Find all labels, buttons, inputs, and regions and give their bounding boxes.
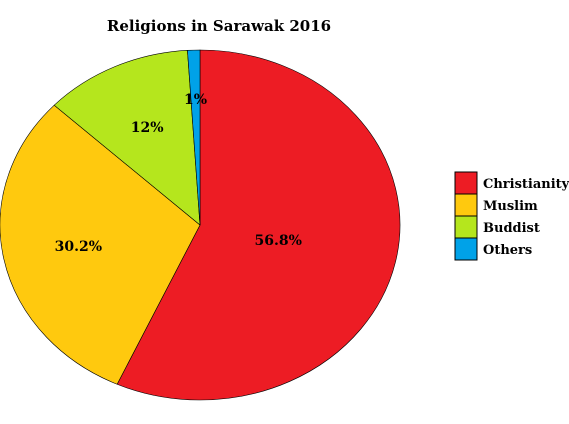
slice-labels: 56.8% 30.2% 12% 1% (55, 92, 302, 255)
pie-slice-christianity (116, 49, 401, 401)
chart-title: Religions in Sarawak 2016 (107, 17, 331, 35)
legend-swatch-buddist (454, 215, 478, 239)
legend-label-muslim: Muslim (483, 199, 538, 214)
slice-label-christianity: 56.8% (254, 233, 301, 249)
pie-slice-others (187, 49, 201, 226)
pie-slice-buddist (53, 50, 201, 226)
legend-swatch-others (454, 237, 478, 261)
legend-swatch-muslim (454, 193, 478, 217)
pie-slices (0, 49, 401, 401)
legend-label-others: Others (483, 243, 532, 258)
legend-swatch-christianity (454, 171, 478, 195)
slice-label-buddist: 12% (131, 120, 164, 136)
slice-label-muslim: 30.2% (55, 239, 102, 255)
legend-label-christianity: Christianity (483, 177, 569, 192)
legend: Christianity Muslim Buddist Others (454, 171, 569, 261)
legend-label-buddist: Buddist (483, 221, 540, 236)
slice-label-others: 1% (184, 92, 207, 108)
pie-slice-muslim (0, 104, 201, 385)
